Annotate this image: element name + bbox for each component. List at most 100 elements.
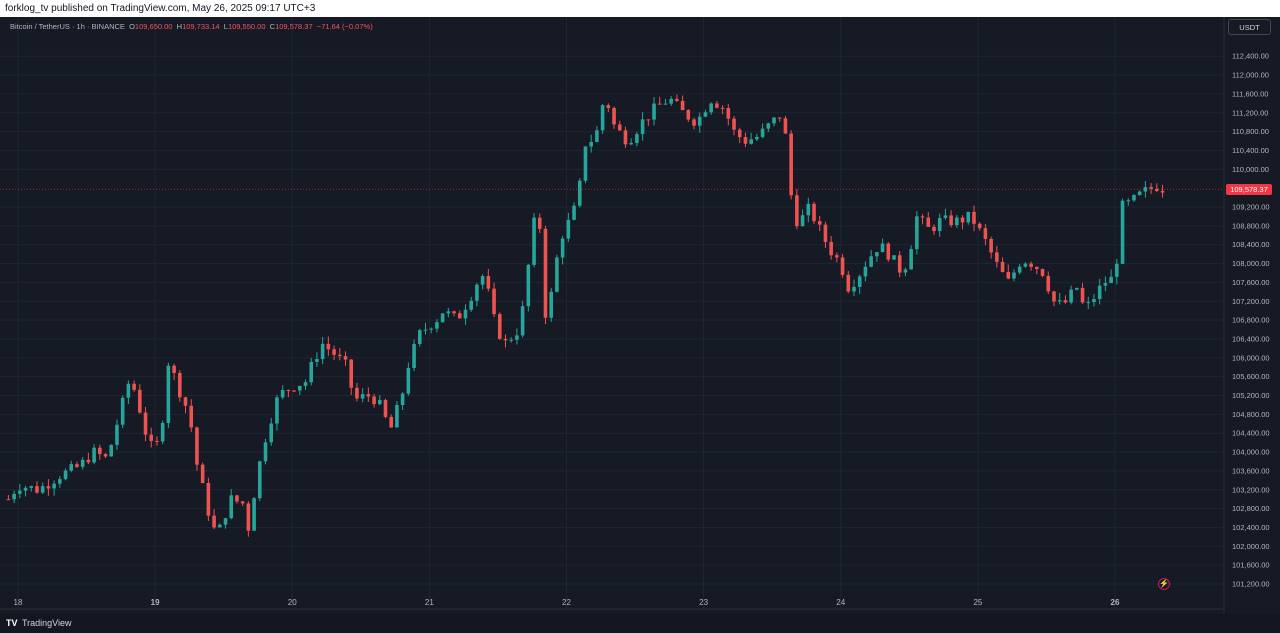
candle-body	[366, 394, 371, 397]
candle-body	[572, 205, 576, 220]
low-label: L	[223, 22, 228, 31]
y-tick-label: 108,800.00	[1232, 221, 1270, 230]
candle-body	[252, 498, 256, 531]
candle-body	[463, 309, 468, 319]
candle-body	[532, 217, 536, 265]
tradingview-logo-icon[interactable]: TV	[6, 618, 18, 628]
candle-body	[138, 389, 142, 413]
candle-body	[1149, 187, 1153, 189]
candle-body	[857, 276, 862, 287]
candle-body	[617, 124, 622, 131]
candle-body	[155, 440, 159, 442]
candle-body	[1155, 188, 1159, 191]
candle-body	[892, 255, 896, 260]
y-tick-label: 110,000.00	[1232, 165, 1269, 174]
candle-body	[1143, 187, 1148, 192]
y-tick-label: 106,800.00	[1232, 316, 1270, 325]
candle-body	[103, 454, 108, 457]
candle-body	[86, 459, 91, 463]
candle-body	[686, 110, 691, 120]
candle-body	[909, 249, 913, 270]
candle-body	[360, 394, 365, 399]
candle-body	[897, 255, 902, 273]
candle-body	[1086, 302, 1091, 304]
candle-body	[337, 354, 342, 357]
candle-body	[812, 203, 816, 222]
low-value: 109,550.00	[227, 22, 266, 31]
candle-body	[435, 322, 439, 329]
candle-body	[18, 490, 22, 494]
y-tick-label: 106,400.00	[1232, 334, 1270, 343]
candle-body	[697, 116, 702, 126]
candle-body	[98, 447, 102, 455]
candle-body	[926, 217, 931, 227]
y-tick-label: 105,200.00	[1232, 391, 1270, 400]
candle-body	[566, 219, 571, 239]
candle-body	[126, 383, 131, 398]
candle-body	[1057, 300, 1062, 302]
candle-body	[543, 228, 548, 318]
candle-body	[783, 118, 788, 134]
candle-body	[63, 470, 68, 480]
candle-body	[675, 98, 679, 101]
candle-body	[1029, 263, 1033, 267]
x-tick-label: 18	[14, 598, 23, 607]
candle-body	[132, 383, 136, 390]
candle-body	[669, 98, 673, 104]
candle-body	[343, 356, 348, 360]
candle-body	[606, 105, 611, 109]
candle-body	[703, 112, 708, 117]
y-tick-label: 110,800.00	[1232, 127, 1269, 136]
candle-body	[1023, 263, 1028, 267]
candle-body	[1109, 276, 1113, 284]
candle-body	[480, 276, 485, 285]
price-chart[interactable]: 18 19 20 21 22 23 24 25 26 101,200.00101,600.001…	[0, 17, 1280, 614]
candle-body	[320, 343, 325, 360]
candle-body	[120, 397, 125, 425]
candle-body	[915, 216, 919, 250]
candle-body	[652, 103, 656, 120]
symbol-title[interactable]: Bitcoin / TetherUS · 1h · BINANCE	[10, 22, 125, 31]
candle-body	[903, 269, 908, 273]
price-axis[interactable]: 101,200.00 101,600.00 102,000.00 102,400.00…	[1232, 52, 1270, 589]
candle-body	[206, 483, 211, 516]
candle-body	[989, 238, 993, 253]
y-tick-label: 108,400.00	[1232, 240, 1270, 249]
candle-body	[715, 103, 719, 108]
y-tick-label: 102,800.00	[1232, 504, 1270, 513]
y-tick-label: 104,400.00	[1232, 429, 1270, 438]
change-value: −71.64 (−0.07%)	[316, 22, 373, 31]
candle-body	[932, 226, 936, 232]
candle-body	[777, 117, 782, 119]
y-tick-label: 112,000.00	[1232, 71, 1269, 80]
candle-body	[795, 195, 799, 227]
chart-area[interactable]: 18 19 20 21 22 23 24 25 26 101,200.00 101,600.00 1…	[0, 17, 1280, 614]
candle-body	[875, 252, 879, 257]
candle-body	[772, 117, 776, 124]
candle-body	[109, 444, 114, 457]
candle-body	[389, 416, 394, 428]
candle-body	[229, 495, 234, 519]
candle-body	[497, 314, 502, 339]
candle-body	[949, 215, 953, 226]
close-value: 109,578.37	[275, 22, 313, 31]
lightning-icon[interactable]: ⚡	[1158, 578, 1170, 590]
candle-body	[646, 119, 651, 121]
candle-body	[595, 130, 599, 142]
candle-body	[303, 382, 308, 386]
candle-body	[1035, 266, 1039, 270]
candle-body	[1069, 289, 1073, 303]
candle-body	[749, 139, 753, 144]
candle-body	[623, 130, 628, 145]
candle-body	[183, 397, 188, 406]
candle-body	[920, 216, 925, 218]
candle-body	[469, 300, 473, 310]
currency-button[interactable]: USDT	[1228, 19, 1271, 35]
candle-body	[852, 286, 856, 292]
time-axis[interactable]: 18 19 20 21 22 23 24 25 26	[14, 598, 1120, 607]
x-tick-label: 20	[288, 598, 297, 607]
candle-body	[52, 483, 56, 489]
candle-body	[766, 123, 771, 129]
candle-body	[966, 211, 971, 223]
candle-body	[800, 215, 805, 227]
